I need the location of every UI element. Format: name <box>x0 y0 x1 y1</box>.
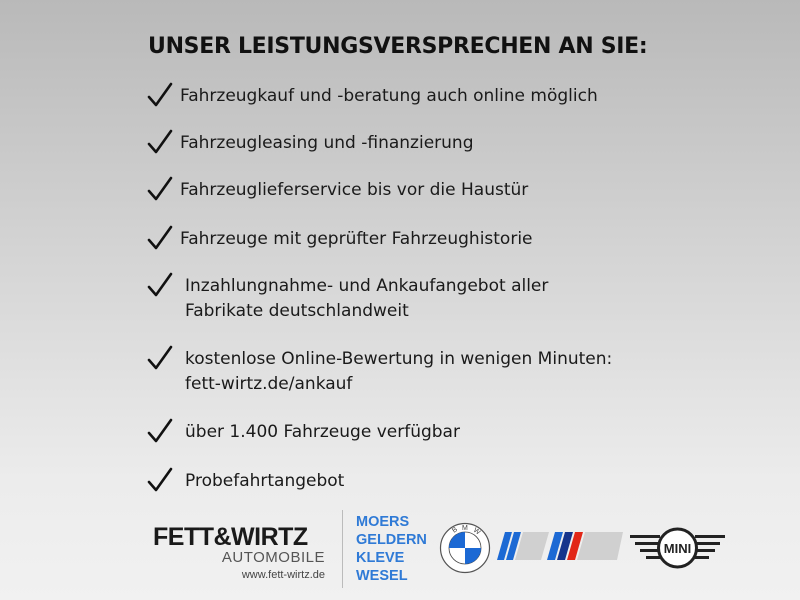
list-item-line: Fabrikate deutschlandweit <box>185 301 409 321</box>
list-item: Fahrzeugkauf und -beratung auch online m… <box>146 82 598 109</box>
list-item-text: Probefahrtangebot <box>185 469 344 494</box>
svg-text:M: M <box>462 525 468 532</box>
list-item-text: Fahrzeuge mit geprüfter Fahrzeughistorie <box>180 227 533 252</box>
checkmark-icon <box>147 272 173 297</box>
divider <box>342 510 343 588</box>
list-item-text: Fahrzeugkauf und -beratung auch online m… <box>180 84 598 109</box>
list-item-text: Fahrzeugleasing und -finanzierung <box>180 131 473 156</box>
list-item: Fahrzeuglieferservice bis vor die Haustü… <box>146 176 528 203</box>
list-item-text: kostenlose Online-Bewertung in wenigen M… <box>185 347 612 397</box>
svg-text:W: W <box>472 527 482 537</box>
list-item-line: kostenlose Online-Bewertung in wenigen M… <box>185 349 613 369</box>
dealer-url: www.fett-wirtz.de <box>241 569 325 581</box>
list-item-text: Fahrzeuglieferservice bis vor die Haustü… <box>180 178 528 203</box>
list-item-text: über 1.400 Fahrzeuge verfügbar <box>185 420 460 445</box>
dealer-logo: FETT&WIRTZ <box>153 523 308 551</box>
checkmark-icon <box>147 345 173 370</box>
list-item: Inzahlungnahme- und Ankaufangebot aller F… <box>146 272 548 324</box>
bmw-m-logo-icon <box>547 532 623 560</box>
list-item-line: Inzahlungnahme- und Ankaufangebot aller <box>185 276 549 296</box>
footer: FETT&WIRTZ AUTOMOBILE www.fett-wirtz.de … <box>0 505 800 595</box>
list-item: kostenlose Online-Bewertung in wenigen M… <box>146 345 612 397</box>
list-item-line: über 1.400 Fahrzeuge verfügbar <box>185 422 460 442</box>
list-item: Fahrzeugleasing und -finanzierung <box>146 129 473 156</box>
city-list: MOERS GELDERN KLEVE WESEL <box>356 513 427 585</box>
city: KLEVE <box>356 550 405 566</box>
checkmark-icon <box>147 225 173 250</box>
svg-text:MINI: MINI <box>664 541 691 556</box>
list-item-line: Probefahrtangebot <box>185 471 345 491</box>
list-item-line: Fahrzeugkauf und -beratung auch online m… <box>180 86 598 106</box>
checkmark-icon <box>147 467 173 492</box>
list-item: über 1.400 Fahrzeuge verfügbar <box>146 418 460 445</box>
list-item-line: Fahrzeuge mit geprüfter Fahrzeughistorie <box>180 229 533 249</box>
checkmark-icon <box>147 176 173 201</box>
city: MOERS <box>356 514 410 530</box>
city: GELDERN <box>356 532 427 548</box>
page-title: UNSER LEISTUNGSVERSPRECHEN AN SIE: <box>148 34 648 59</box>
list-item-text: Inzahlungnahme- und Ankaufangebot aller F… <box>185 274 548 324</box>
dealer-logo-subtitle: AUTOMOBILE <box>221 549 325 566</box>
mini-logo-icon: MINI <box>630 527 725 569</box>
city: WESEL <box>356 568 408 584</box>
list-item: Probefahrtangebot <box>146 467 344 494</box>
bmw-logo-icon: B M W <box>439 522 491 574</box>
bmw-i-logo-icon <box>497 532 549 560</box>
checkmark-icon <box>147 82 173 107</box>
list-item-line: Fahrzeuglieferservice bis vor die Haustü… <box>180 180 529 200</box>
checkmark-icon <box>147 129 173 154</box>
list-item-line: Fahrzeugleasing und -finanzierung <box>180 133 474 153</box>
list-item: Fahrzeuge mit geprüfter Fahrzeughistorie <box>146 225 533 252</box>
svg-text:B: B <box>451 526 459 535</box>
list-item-line: fett-wirtz.de/ankauf <box>185 374 353 394</box>
checkmark-icon <box>147 418 173 443</box>
